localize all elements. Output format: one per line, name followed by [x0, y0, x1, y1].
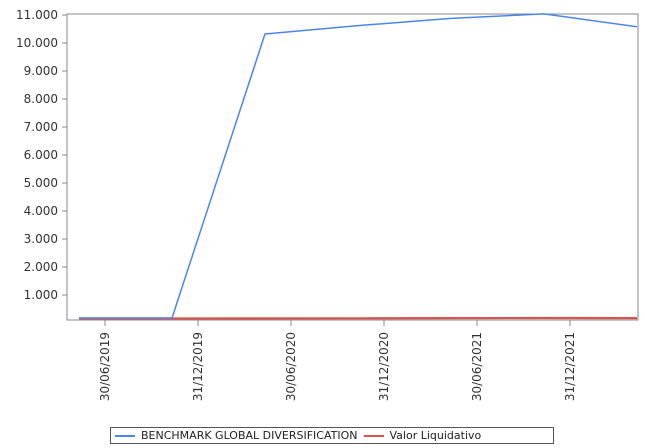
legend-item-benchmark: BENCHMARK GLOBAL DIVERSIFICATION — [115, 429, 358, 442]
legend-swatch-valor-liquidativo — [363, 434, 384, 437]
legend: BENCHMARK GLOBAL DIVERSIFICATION Valor L… — [110, 427, 554, 444]
y-axis-tick-labels: 1.000 2.000 3.000 4.000 5.000 6.000 7.000 8.000… — [16, 8, 58, 302]
y-tick-label: 5.000 — [24, 176, 58, 190]
x-axis-ticks — [104, 320, 571, 326]
x-tick-label: 31/12/2020 — [377, 332, 391, 401]
y-tick-label: 8.000 — [24, 92, 58, 106]
y-tick-label: 9.000 — [24, 64, 58, 78]
x-tick-label: 30/06/2020 — [284, 332, 298, 401]
y-tick-label: 7.000 — [24, 120, 58, 134]
x-tick-label: 31/12/2021 — [563, 332, 577, 401]
x-tick-label: 30/06/2021 — [470, 332, 484, 401]
legend-item-valor-liquidativo: Valor Liquidativo — [363, 429, 482, 442]
y-tick-label: 3.000 — [24, 232, 58, 246]
series-lines — [79, 13, 638, 320]
y-tick-label: 4.000 — [24, 204, 58, 218]
x-tick-label: 30/06/2019 — [98, 332, 112, 401]
x-tick-label: 31/12/2019 — [191, 332, 205, 401]
y-tick-label: 6.000 — [24, 148, 58, 162]
y-axis-ticks — [62, 14, 67, 296]
series-line-benchmark — [79, 13, 638, 319]
legend-label-benchmark: BENCHMARK GLOBAL DIVERSIFICATION — [141, 429, 358, 442]
legend-swatch-benchmark — [115, 434, 135, 437]
x-axis-tick-labels: 30/06/2019 31/12/2019 30/06/2020 31/12/2020… — [98, 332, 577, 401]
plot-area — [66, 13, 639, 321]
y-tick-label: 2.000 — [24, 260, 58, 274]
y-tick-label: 11.000 — [16, 8, 58, 22]
y-tick-label: 10.000 — [16, 36, 58, 50]
legend-label-valor-liquidativo: Valor Liquidativo — [389, 429, 482, 442]
y-tick-label: 1.000 — [24, 288, 58, 302]
